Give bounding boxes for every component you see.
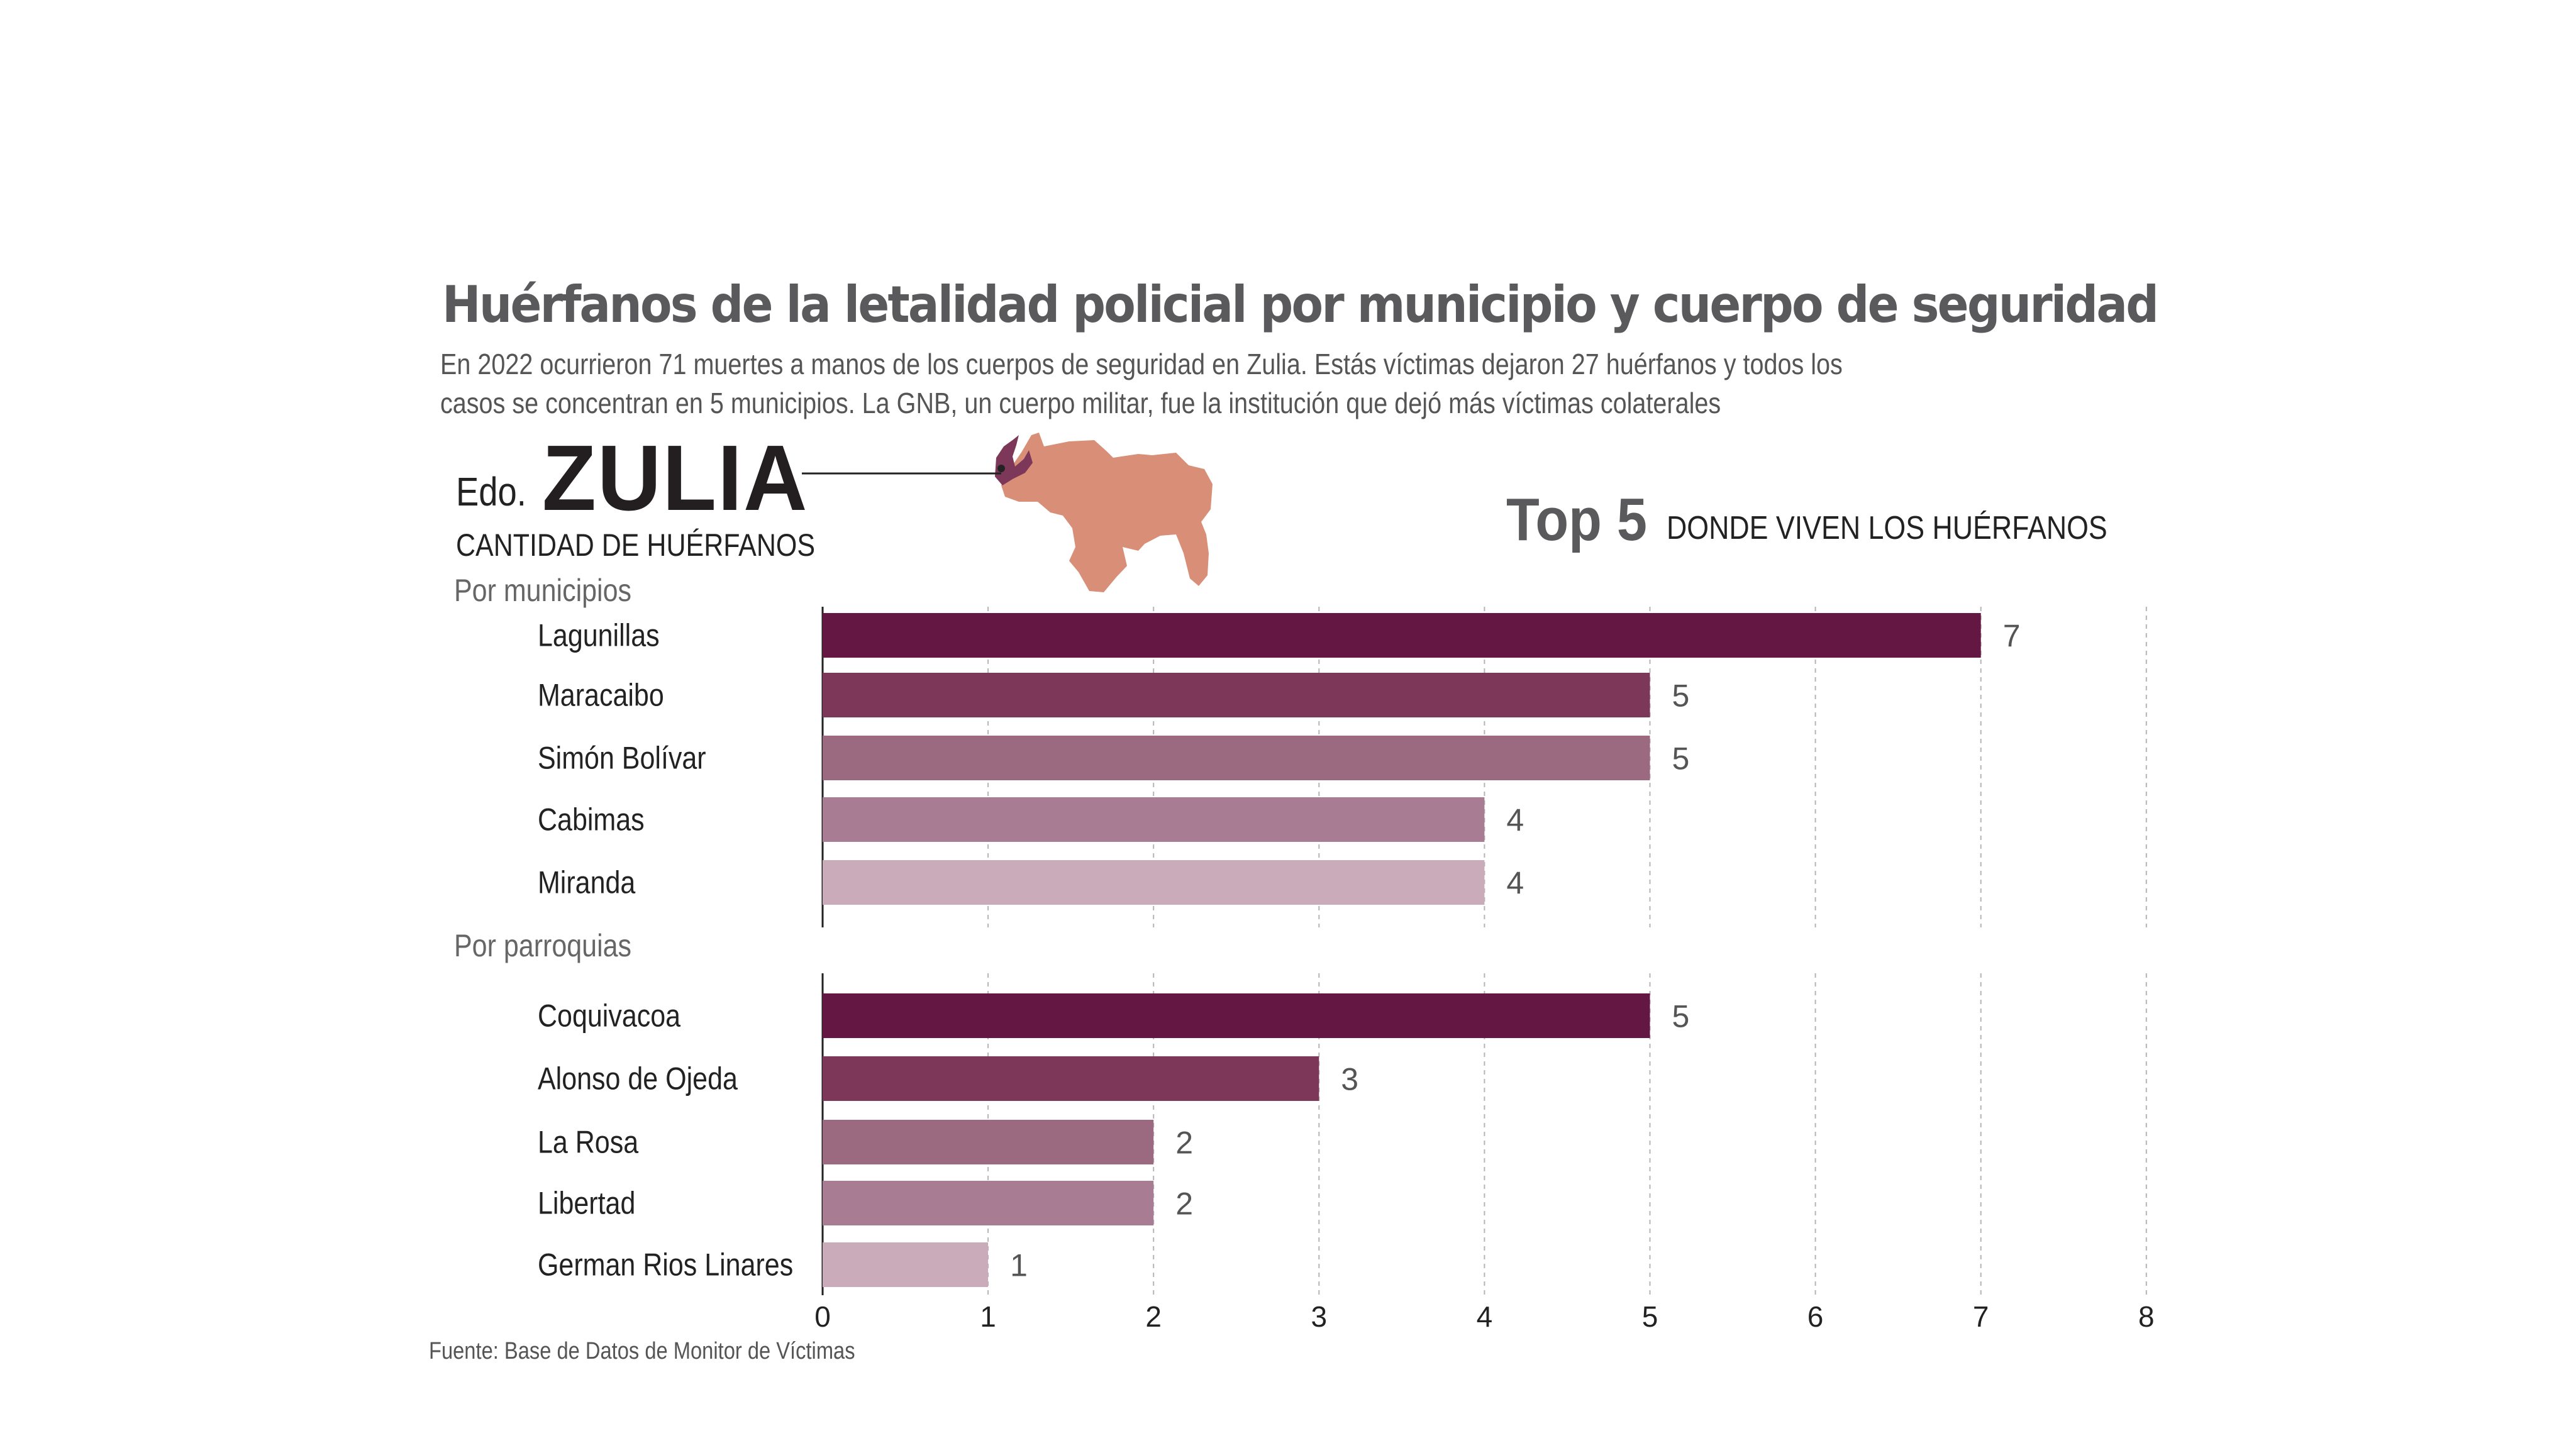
x-tick-label: 8 (2138, 1300, 2155, 1333)
chart-title: Huérfanos de la letalidad policial por m… (442, 275, 2159, 334)
value-label: 2 (1175, 1125, 1193, 1161)
value-label: 4 (1506, 803, 1524, 838)
value-label: 5 (1672, 678, 1690, 714)
x-tick-label: 6 (1807, 1300, 1824, 1333)
bar (823, 613, 1981, 658)
category-label: Libertad (538, 1185, 635, 1220)
value-label: 3 (1341, 1062, 1358, 1097)
bar (823, 1056, 1319, 1101)
value-label: 5 (1672, 741, 1690, 777)
x-tick-label: 4 (1477, 1300, 1493, 1333)
subtitle-line-1: En 2022 ocurrieron 71 muertes a manos de… (440, 348, 1843, 380)
subtitle-line-2: casos se concentran en 5 municipios. La … (440, 387, 1721, 419)
measure-label: CANTIDAD DE HUÉRFANOS (456, 528, 816, 563)
x-tick-label: 3 (1311, 1300, 1328, 1333)
bar (823, 1242, 989, 1287)
category-label: German Rios Linares (538, 1247, 793, 1282)
category-label: Alonso de Ojeda (538, 1061, 738, 1096)
map-highlight-zulia (995, 435, 1033, 485)
category-label: Coquivacoa (538, 998, 680, 1033)
section-title-parroquias: Por parroquias (454, 928, 632, 963)
bars-lower: Coquivacoa 5 Alonso de Ojeda 3 La Rosa 2 Liber… (538, 993, 1689, 1287)
map-country (1001, 433, 1213, 592)
bar (823, 1120, 1154, 1164)
top5-sublabel: DONDE VIVEN LOS HUÉRFANOS (1667, 510, 2107, 546)
state-prefix: Edo. (456, 469, 526, 514)
source-note: Fuente: Base de Datos de Monitor de Víct… (429, 1338, 855, 1364)
bars-upper: Lagunillas 7 Maracaibo 5 Simón Bolívar 5 Cabim… (538, 613, 2021, 905)
category-label: Cabimas (538, 802, 645, 837)
x-tick-label: 2 (1145, 1300, 1162, 1333)
value-label: 5 (1672, 999, 1690, 1034)
value-label: 2 (1175, 1186, 1193, 1222)
value-label: 4 (1506, 866, 1524, 901)
bar (823, 797, 1485, 842)
x-tick-label: 5 (1642, 1300, 1658, 1333)
category-label: Simón Bolívar (538, 740, 706, 775)
x-tick-label: 7 (1973, 1300, 1989, 1333)
x-tick-label: 1 (980, 1300, 996, 1333)
bar (823, 736, 1650, 780)
category-label: Lagunillas (538, 617, 660, 653)
section-title-municipios: Por municipios (454, 573, 631, 608)
value-label: 7 (2003, 619, 2021, 654)
category-label: Miranda (538, 865, 635, 900)
map-marker (997, 465, 1005, 472)
bar (823, 993, 1650, 1038)
venezuela-map-icon (995, 433, 1213, 592)
value-label: 1 (1010, 1248, 1028, 1283)
state-name: ZULIA (542, 426, 809, 530)
bar (823, 673, 1650, 717)
bar (823, 1181, 1154, 1225)
bar (823, 860, 1485, 905)
x-tick-label: 0 (814, 1300, 831, 1333)
top5-label: Top 5 (1506, 486, 1647, 553)
category-label: La Rosa (538, 1124, 638, 1159)
x-axis-ticks: 0 1 2 3 4 5 6 7 8 (814, 1300, 2154, 1333)
category-label: Maracaibo (538, 677, 664, 712)
